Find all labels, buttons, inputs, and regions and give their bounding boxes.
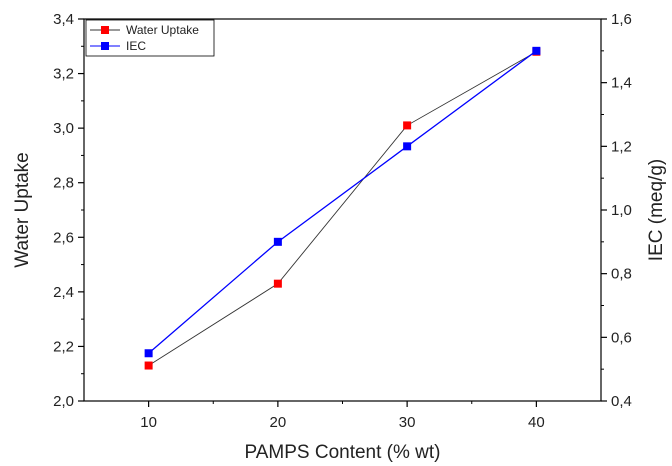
y-right-tick-label: 1,6 — [611, 11, 632, 28]
legend-marker-water-uptake — [101, 26, 109, 34]
data-point-water-uptake — [273, 279, 282, 288]
y-right-tick-label: 0,4 — [611, 393, 632, 410]
y-right-tick-label: 1,0 — [611, 202, 632, 219]
y-left-tick-label: 2,2 — [53, 338, 74, 355]
series-line-water-uptake — [148, 51, 537, 366]
legend-marker-iec — [101, 42, 109, 50]
y-left-tick-label: 3,4 — [53, 11, 74, 28]
y-left-tick-label: 2,4 — [53, 284, 74, 301]
y-right-tick-label: 1,2 — [611, 138, 632, 155]
y-left-tick-label: 2,0 — [53, 393, 74, 410]
legend: Water Uptake IEC — [85, 19, 215, 57]
data-point-water-uptake — [144, 361, 153, 370]
y-left-tick-label: 2,6 — [53, 229, 74, 246]
legend-label-iec: IEC — [126, 39, 146, 53]
y-axis-right-title: IEC (meq/g) — [646, 159, 667, 261]
x-tick-label: 40 — [528, 414, 545, 431]
legend-label-water-uptake: Water Uptake — [126, 23, 199, 37]
data-point-iec — [403, 142, 412, 151]
x-tick-label: 20 — [270, 414, 287, 431]
y-left-tick-label: 3,0 — [53, 120, 74, 137]
y-right-tick-label: 1,4 — [611, 75, 632, 92]
y-right-tick-label: 0,8 — [611, 266, 632, 283]
data-point-iec — [532, 46, 541, 55]
data-point-iec — [273, 237, 282, 246]
series-line-iec — [148, 50, 537, 354]
y-left-tick-label: 2,8 — [53, 175, 74, 192]
y-axis-left-title: Water Uptake — [12, 152, 33, 267]
plot-frame — [83, 18, 602, 402]
x-tick-label: 30 — [399, 414, 416, 431]
y-left-tick-label: 3,2 — [53, 66, 74, 83]
data-point-iec — [144, 349, 153, 358]
x-tick-label: 10 — [140, 414, 157, 431]
x-axis-title: PAMPS Content (% wt) — [244, 442, 440, 463]
y-right-tick-label: 0,6 — [611, 329, 632, 346]
data-point-water-uptake — [403, 121, 412, 130]
